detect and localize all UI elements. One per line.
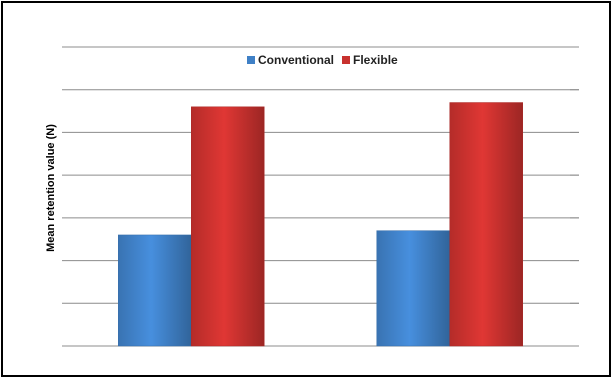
bar-flexible-0 [191,106,265,347]
legend-label-conventional: Conventional [258,53,335,67]
legend-item-flexible: Flexible [342,53,398,67]
legend-item-conventional: Conventional [247,53,334,67]
legend-swatch-flexible [342,56,351,64]
y-axis-label: Mean retention value (N) [45,124,57,252]
bar-conventional-0 [118,234,192,347]
legend: Conventional Flexible [247,53,398,67]
bar-flexible-1 [449,102,523,347]
legend-label-flexible: Flexible [353,53,398,67]
legend-swatch-conventional [247,56,255,64]
bar-conventional-1 [376,230,450,347]
